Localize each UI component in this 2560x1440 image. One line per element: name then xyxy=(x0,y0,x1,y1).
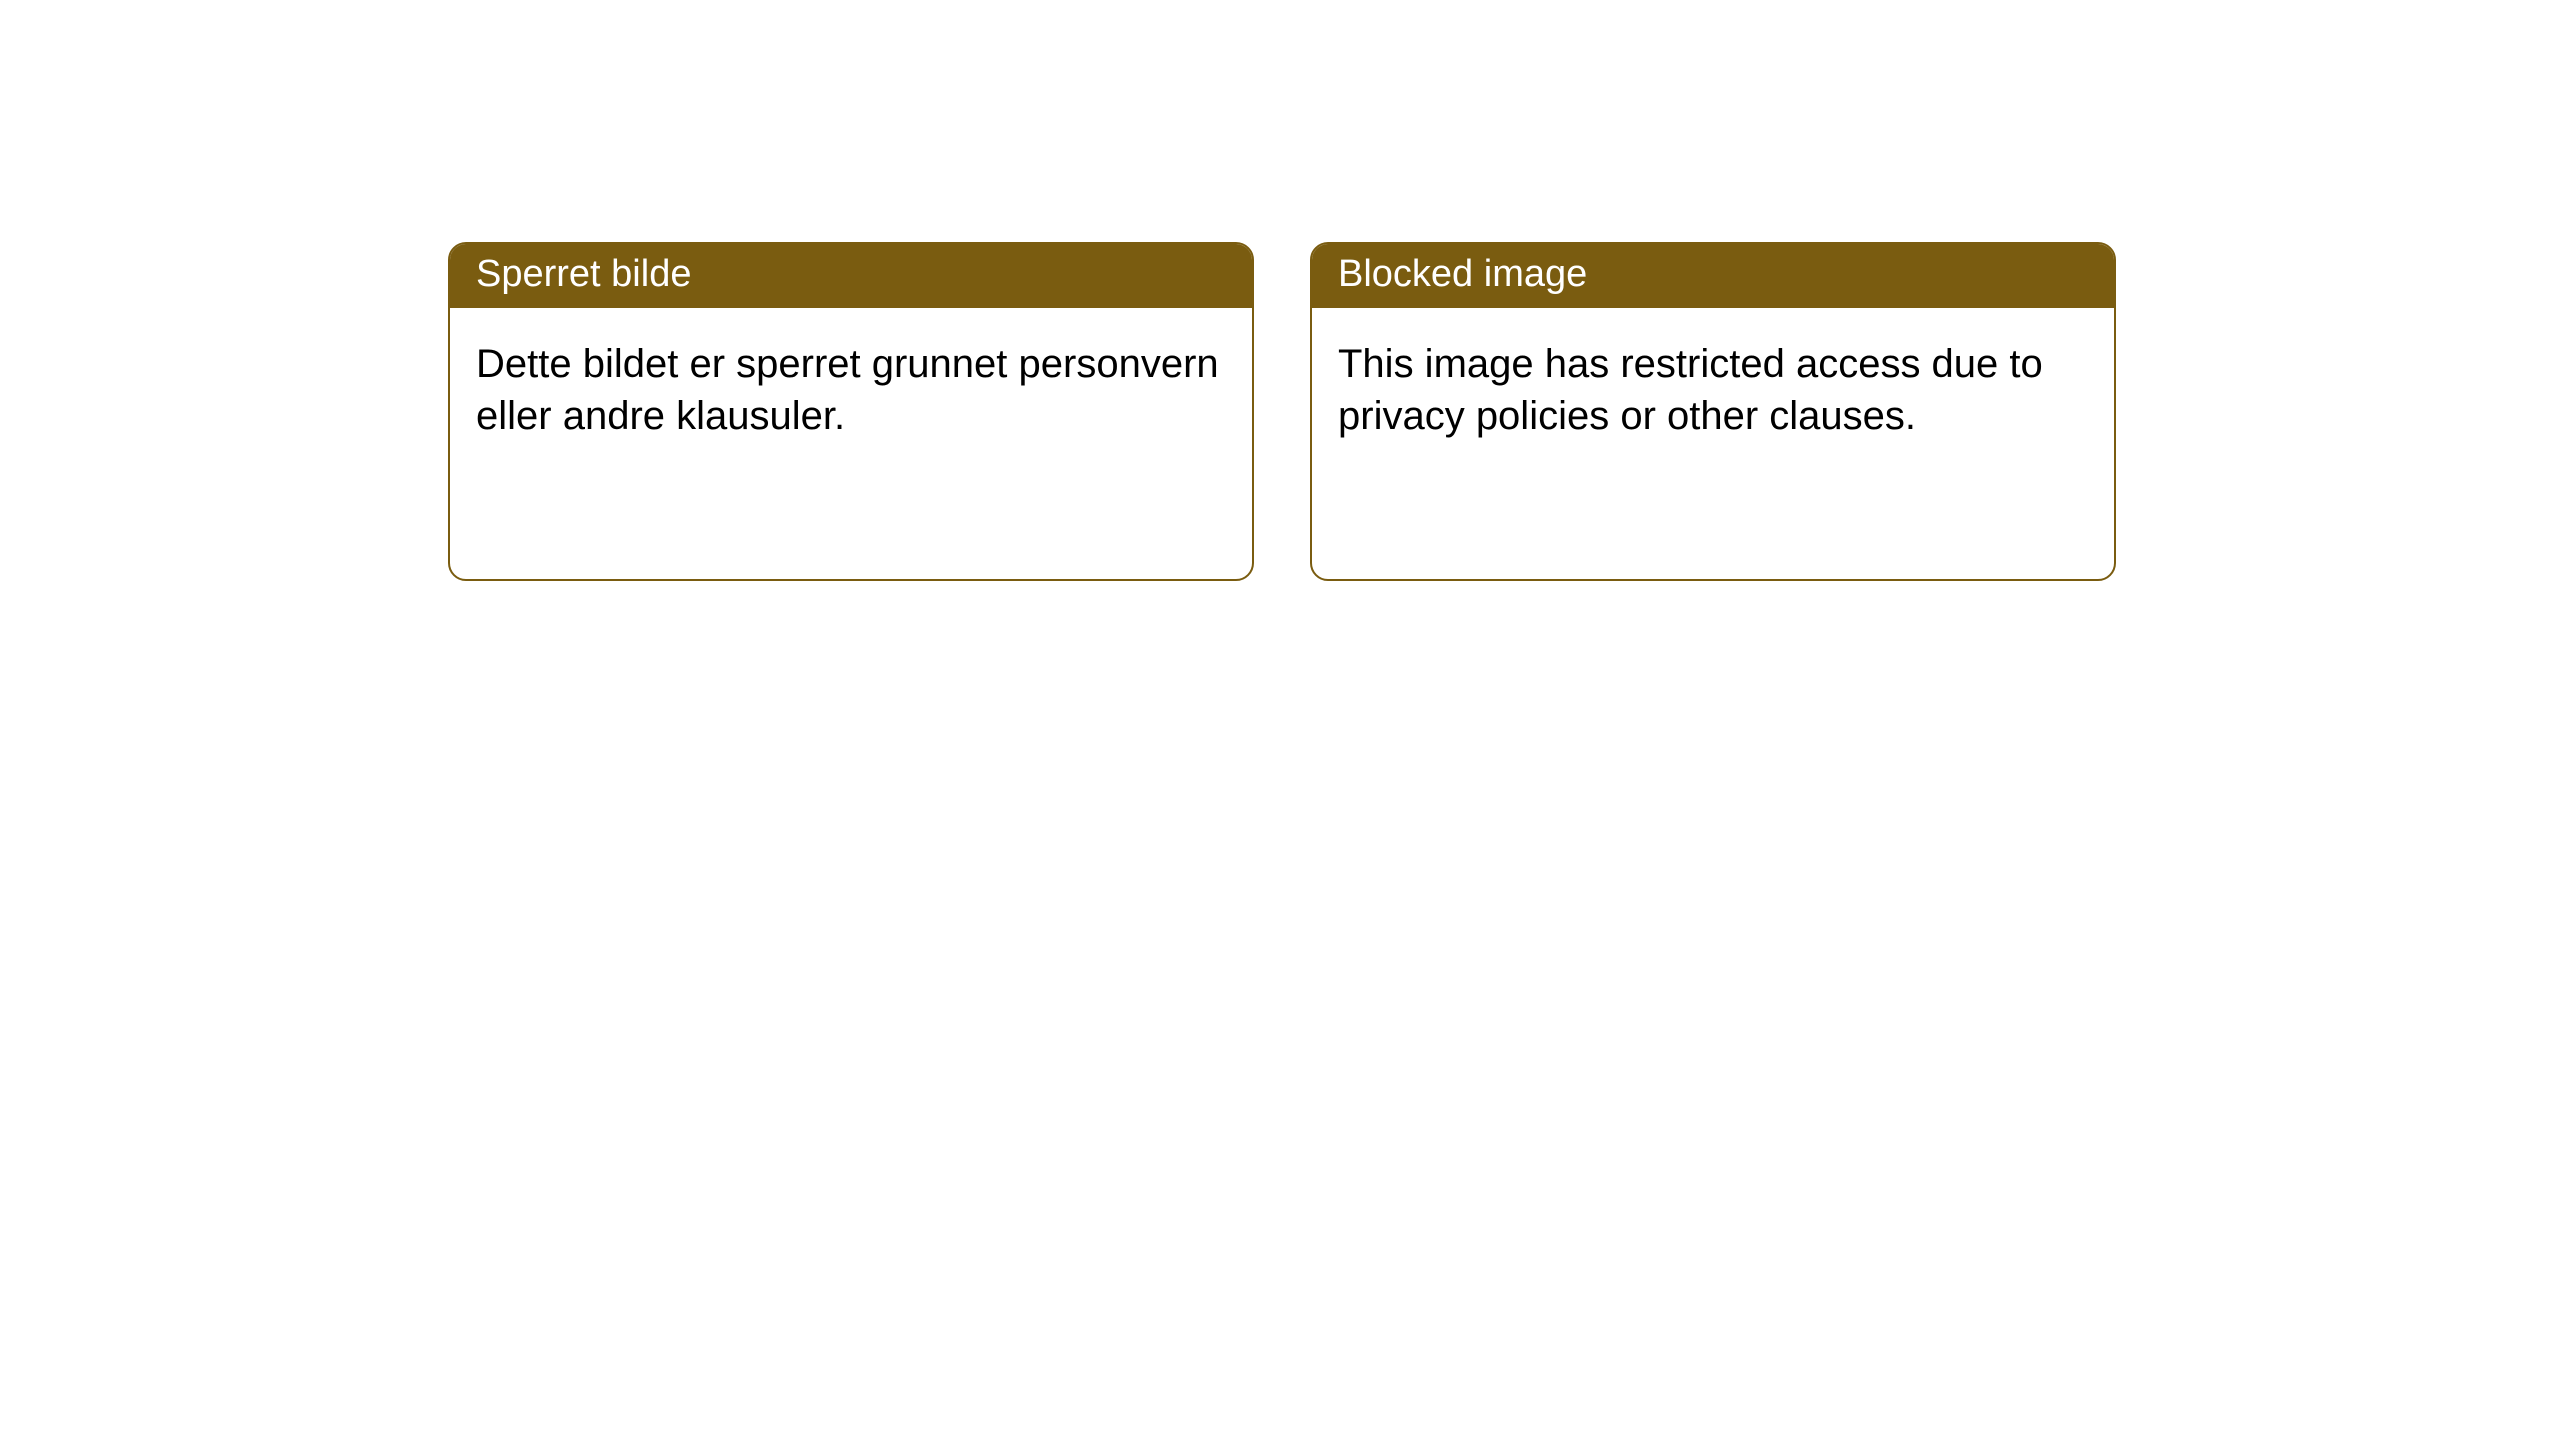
card-title: Blocked image xyxy=(1338,253,1587,295)
card-title: Sperret bilde xyxy=(476,253,691,295)
card-body: Dette bildet er sperret grunnet personve… xyxy=(450,308,1252,472)
card-header: Blocked image xyxy=(1312,244,2114,308)
card-body-text: Dette bildet er sperret grunnet personve… xyxy=(476,342,1219,438)
notice-card-norwegian: Sperret bilde Dette bildet er sperret gr… xyxy=(448,242,1254,581)
notice-card-english: Blocked image This image has restricted … xyxy=(1310,242,2116,581)
card-body: This image has restricted access due to … xyxy=(1312,308,2114,472)
card-header: Sperret bilde xyxy=(450,244,1252,308)
card-body-text: This image has restricted access due to … xyxy=(1338,342,2043,438)
notice-container: Sperret bilde Dette bildet er sperret gr… xyxy=(0,0,2560,581)
